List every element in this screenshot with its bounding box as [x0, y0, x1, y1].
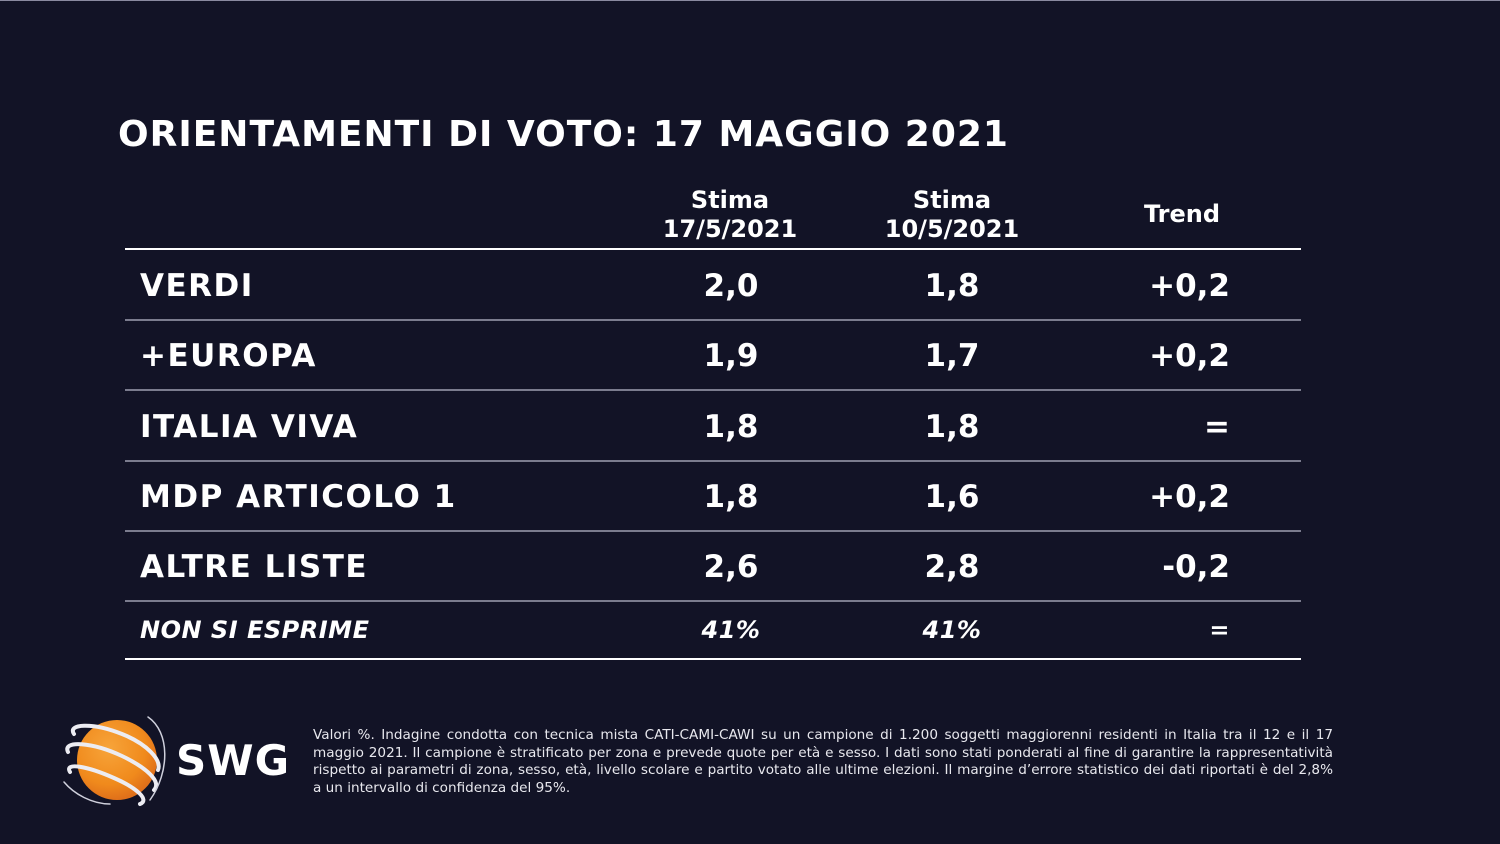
row-trend-value: = [1204, 409, 1230, 445]
row-current-value: 2,0 [703, 268, 759, 304]
row-trend-value: +0,2 [1149, 479, 1230, 515]
column-header-current-line2: 17/5/2021 [662, 215, 798, 243]
row-party-label: ITALIA VIVA [140, 409, 359, 445]
page-title: ORIENTAMENTI DI VOTO: 17 MAGGIO 2021 [118, 114, 1009, 155]
row-current-value: 2,6 [703, 549, 759, 585]
row-previous-value: 1,7 [924, 338, 980, 374]
header-divider [125, 248, 1301, 250]
column-header-previous-line1: Stima [912, 186, 992, 214]
row-divider [125, 460, 1301, 462]
column-header-previous-line2: 10/5/2021 [884, 215, 1020, 243]
column-header-current-line1: Stima [690, 186, 770, 214]
top-border [0, 0, 1500, 1]
column-header-previous: Stima 10/5/2021 [872, 186, 1032, 244]
row-divider [125, 530, 1301, 532]
row-party-label: VERDI [140, 268, 254, 304]
column-header-current: Stima 17/5/2021 [650, 186, 810, 244]
row-party-label: ALTRE LISTE [140, 549, 369, 585]
globe-orbit-icon [63, 716, 166, 806]
row-previous-value: 2,8 [924, 549, 980, 585]
row-previous-value: 1,8 [924, 268, 980, 304]
swg-logo-text: SWG [176, 736, 291, 785]
row-previous-value: 41% [922, 616, 982, 644]
row-trend-value: +0,2 [1149, 268, 1230, 304]
row-divider [125, 600, 1301, 602]
column-header-trend-label: Trend [1143, 200, 1221, 228]
methodology-footnote: Valori %. Indagine condotta con tecnica … [313, 727, 1333, 796]
column-header-trend: Trend [1102, 200, 1262, 229]
row-divider [125, 389, 1301, 391]
row-party-label: NON SI ESPRIME [140, 616, 370, 644]
row-current-value: 41% [701, 616, 761, 644]
row-current-value: 1,9 [703, 338, 759, 374]
row-party-label: +EUROPA [140, 338, 317, 374]
row-trend-value: -0,2 [1162, 549, 1230, 585]
row-current-value: 1,8 [703, 409, 759, 445]
table-bottom-divider [125, 658, 1301, 660]
row-previous-value: 1,6 [924, 479, 980, 515]
row-trend-value: +0,2 [1149, 338, 1230, 374]
row-previous-value: 1,8 [924, 409, 980, 445]
row-party-label: MDP ARTICOLO 1 [140, 479, 457, 515]
row-divider [125, 319, 1301, 321]
row-trend-value: = [1209, 616, 1230, 644]
row-current-value: 1,8 [703, 479, 759, 515]
